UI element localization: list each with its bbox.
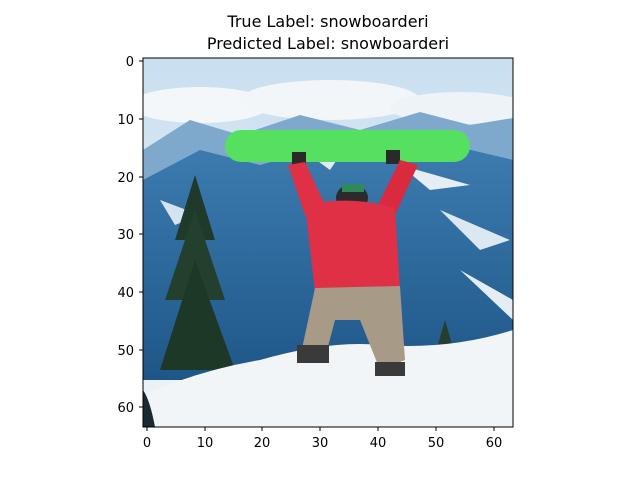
x-tick-label: 40	[370, 436, 387, 451]
figure-title-true-label: True Label: snowboarderi	[227, 12, 429, 31]
x-tick-label: 10	[197, 436, 214, 451]
y-tick-label: 30	[117, 228, 134, 243]
y-tick-label: 40	[117, 286, 134, 301]
y-axis: 0 10 20 30 40 50 60	[117, 55, 143, 416]
y-tick-label: 0	[126, 55, 134, 70]
y-tick-label: 20	[117, 171, 134, 186]
x-axis: 0 10 20 30 40 50 60	[143, 427, 502, 451]
figure-title-predicted-label: Predicted Label: snowboarderi	[206, 34, 450, 53]
axes-frame	[142, 57, 514, 428]
y-tick-label: 10	[117, 113, 134, 128]
x-tick-label: 50	[428, 436, 445, 451]
x-tick-label: 30	[312, 436, 329, 451]
y-tick-label: 50	[117, 344, 134, 359]
x-tick-label: 20	[254, 436, 271, 451]
snowboarder-photo	[143, 58, 513, 427]
x-tick-label: 60	[486, 436, 503, 451]
y-tick-label: 60	[117, 401, 134, 416]
x-tick-label: 0	[143, 436, 151, 451]
